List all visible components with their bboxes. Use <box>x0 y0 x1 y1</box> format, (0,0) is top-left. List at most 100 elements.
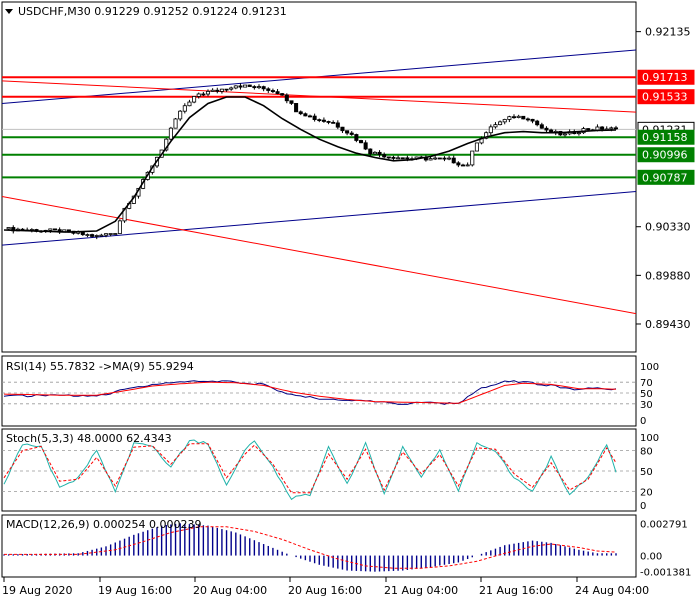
candle-body <box>576 132 581 135</box>
candle-body <box>586 128 591 131</box>
price-chart-layer <box>1 49 637 315</box>
candle-body <box>270 90 275 93</box>
candle-body <box>312 115 317 121</box>
candle-body <box>307 115 313 118</box>
level-tag-resistance <box>637 89 695 105</box>
osc-axis-label: 100 <box>640 433 659 444</box>
candle-body <box>372 151 377 155</box>
candle-body <box>275 91 280 94</box>
candle-body <box>521 115 526 120</box>
rsi-panel-frame <box>1 355 637 427</box>
candle-body <box>470 150 475 166</box>
candle-body <box>192 96 197 103</box>
candle-body <box>201 93 206 96</box>
candle-body <box>238 85 243 88</box>
candle-body <box>298 111 303 115</box>
candle-body <box>363 142 368 150</box>
osc-axis-label: 0 <box>640 501 646 512</box>
price-axis-label: 0.89430 <box>645 318 691 331</box>
candle-body <box>437 157 442 160</box>
osc-axis-label: 30 <box>640 400 653 411</box>
macd-layer <box>3 523 617 572</box>
candle-body <box>256 86 262 89</box>
macd-panel-frame <box>1 514 637 578</box>
candle-body <box>261 86 266 90</box>
candle-body <box>428 158 433 161</box>
candle-body <box>544 127 549 131</box>
candle-body <box>294 103 299 113</box>
candle-body <box>447 157 452 160</box>
candle-body <box>113 233 118 235</box>
candle-body <box>539 124 544 129</box>
rsi-panel-title: RSI(14) 55.7832 ->MA(9) 55.9294 <box>6 360 194 373</box>
candle-body <box>386 156 391 159</box>
macd-axis-label: 0.002791 <box>640 519 688 530</box>
stoch-panel-title: Stoch(5,3,3) 48.0000 62.4343 <box>6 432 172 445</box>
macd-signal-line <box>4 526 617 569</box>
candle-body <box>354 134 359 141</box>
candle-body <box>400 157 405 160</box>
candle-body <box>335 122 340 128</box>
stoch-layer <box>2 439 636 501</box>
candle-body <box>266 88 271 91</box>
candle-body <box>530 118 535 122</box>
osc-axis-label: 80 <box>640 447 653 458</box>
candle-body <box>108 233 113 235</box>
candle-body <box>219 88 224 92</box>
moving-average-line <box>3 96 617 233</box>
level-tag-support <box>637 147 695 163</box>
level-tag-resistance <box>637 69 695 85</box>
osc-axis-label: 100 <box>640 362 659 373</box>
candle-body <box>48 228 53 231</box>
candle-body <box>224 88 229 91</box>
candle-body <box>6 227 11 230</box>
time-axis-label: 19 Aug 2020 <box>2 584 72 597</box>
candle-body <box>368 148 373 155</box>
candle-body <box>205 91 211 95</box>
candle-body <box>340 126 345 132</box>
candle-body <box>535 120 540 126</box>
candle-body <box>345 130 350 134</box>
price-panel-title: USDCHF,M30 0.91229 0.91252 0.91224 0.912… <box>18 5 287 18</box>
candle-body <box>474 142 479 152</box>
candle-body <box>178 110 183 120</box>
time-axis-label: 21 Aug 16:00 <box>479 584 553 597</box>
candle-body <box>187 101 192 107</box>
candle-body <box>94 235 99 237</box>
candle-body <box>210 89 215 92</box>
candle-body <box>52 228 58 231</box>
candle-body <box>507 116 512 120</box>
candle-body <box>252 86 257 89</box>
rsi-line <box>3 380 617 405</box>
candle-body <box>502 119 507 123</box>
candle-body <box>331 121 336 124</box>
level-tag-label: 0.90787 <box>642 171 688 184</box>
price-axis-label: 0.90330 <box>645 221 691 234</box>
candle-body <box>358 140 364 144</box>
symbol-dropdown-icon[interactable] <box>5 9 13 14</box>
candle-body <box>66 229 71 232</box>
candle-body <box>488 126 493 134</box>
time-axis-label: 24 Aug 04:00 <box>575 584 649 597</box>
time-axis-label: 21 Aug 04:00 <box>384 584 458 597</box>
candle-body <box>442 157 447 160</box>
candle-body <box>377 151 382 155</box>
candle-body <box>456 162 461 166</box>
candle-body <box>233 85 238 89</box>
candle-body <box>595 126 600 131</box>
candle-body <box>326 121 331 123</box>
osc-axis-label: 70 <box>640 378 653 389</box>
candle-body <box>99 234 104 237</box>
candle-body <box>215 89 220 92</box>
candle-body <box>321 119 326 122</box>
level-tag-label: 0.91158 <box>642 131 688 144</box>
candle-body <box>516 115 521 118</box>
candle-body <box>525 118 530 121</box>
candle-body <box>247 84 252 87</box>
candle-body <box>493 124 498 128</box>
level-tag-label: 0.91533 <box>642 91 688 104</box>
candle-body <box>613 127 619 130</box>
candle-body <box>196 93 201 97</box>
candle-body <box>303 113 308 117</box>
